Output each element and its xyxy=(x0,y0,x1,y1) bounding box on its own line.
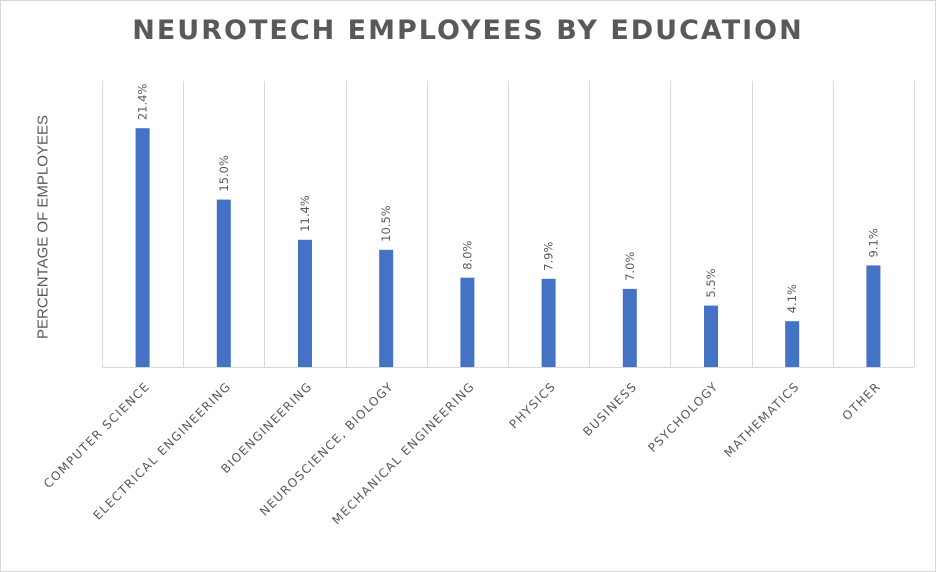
data-label: 11.4% xyxy=(298,195,312,232)
category-label: OTHER xyxy=(840,379,884,423)
category-label: PHYSICS xyxy=(507,379,559,431)
bar xyxy=(460,277,475,367)
data-label: 15.0% xyxy=(217,155,231,192)
data-label: 9.1% xyxy=(866,228,880,257)
category-label: MECHANICAL ENGINEERING xyxy=(329,379,477,527)
data-label: 8.0% xyxy=(460,240,474,269)
bar xyxy=(866,265,881,367)
data-label-layer: 21.4% 15.0% 11.4% 10.5% 8.0% 7.9% 7.0% 5.5% 4.1%… xyxy=(136,84,881,314)
data-label: 4.1% xyxy=(785,284,799,313)
data-label: 5.5% xyxy=(704,268,718,297)
data-label: 10.5% xyxy=(379,205,393,242)
bar xyxy=(135,128,150,367)
category-label: BIOENGINEERING xyxy=(218,379,315,476)
bar xyxy=(379,249,394,367)
bar-layer xyxy=(135,128,881,367)
data-label: 7.9% xyxy=(542,242,556,271)
category-label: PSYCHOLOGY xyxy=(645,379,721,455)
bar xyxy=(216,199,231,367)
bar xyxy=(541,278,556,367)
data-label: 21.4% xyxy=(136,84,150,121)
data-label: 7.0% xyxy=(623,252,637,281)
bar xyxy=(785,321,800,367)
bar xyxy=(704,305,718,367)
bar xyxy=(298,239,312,367)
category-label: NEUROSCIENCE, BIOLOGY xyxy=(257,379,396,518)
bar xyxy=(622,288,637,367)
category-label: MATHEMATICS xyxy=(721,379,802,460)
category-label: ELECTRICAL ENGINEERING xyxy=(91,379,234,522)
chart-title: NEUROTECH EMPLOYEES BY EDUCATION xyxy=(132,15,804,46)
category-label: BUSINESS xyxy=(580,379,640,439)
grid-layer xyxy=(102,81,915,368)
